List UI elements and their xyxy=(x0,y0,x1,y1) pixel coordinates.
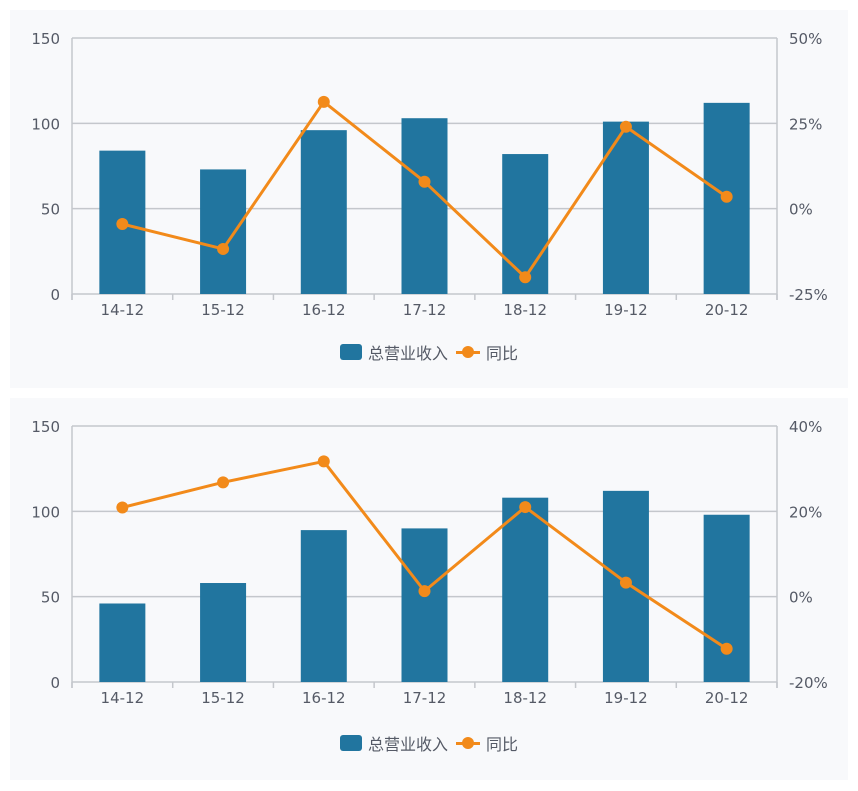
yoy-point[interactable] xyxy=(519,501,532,514)
revenue-bar[interactable] xyxy=(300,130,347,294)
x-tick-label: 18-12 xyxy=(503,301,547,319)
line-marker-icon xyxy=(456,346,480,358)
line-marker-icon xyxy=(456,737,480,749)
yoy-point[interactable] xyxy=(619,120,632,133)
x-tick-label: 15-12 xyxy=(201,301,245,319)
revenue-bar[interactable] xyxy=(703,514,750,682)
x-tick-label: 20-12 xyxy=(705,689,749,707)
y-left-tick-label: 150 xyxy=(31,418,60,436)
chart-1-plot: 0 50 100 150 -25% 0% 25% 50% 14-12 15-12 16-12 17-1… xyxy=(31,30,828,319)
yoy-point[interactable] xyxy=(217,242,230,255)
yoy-point[interactable] xyxy=(418,175,431,188)
y-left-tick-label: 150 xyxy=(31,30,60,48)
revenue-bar[interactable] xyxy=(602,121,649,294)
y-right-tick-label: 25% xyxy=(789,115,822,133)
chart-card-2: 0 50 100 150 -20% 0% 20% 40% 14-12 15-12 16-12 17-1… xyxy=(10,398,848,780)
legend-label-revenue: 总营业收入 xyxy=(367,344,448,363)
x-tick-label: 17-12 xyxy=(403,301,447,319)
legend-label-revenue: 总营业收入 xyxy=(367,735,448,754)
y-right-tick-label: 20% xyxy=(789,503,822,521)
legend-item-revenue[interactable]: 总营业收入 xyxy=(339,731,448,755)
x-tick-label: 19-12 xyxy=(604,689,648,707)
revenue-bar[interactable] xyxy=(502,497,549,682)
x-tick-label: 16-12 xyxy=(302,301,346,319)
y-left-tick-label: 0 xyxy=(50,674,60,692)
yoy-point[interactable] xyxy=(116,218,129,231)
y-right-tick-label: 40% xyxy=(789,418,822,436)
yoy-point[interactable] xyxy=(217,476,230,489)
chart-2-legend: 总营业收入 同比 xyxy=(10,731,848,755)
yoy-point[interactable] xyxy=(720,642,733,655)
y-left-tick-label: 50 xyxy=(41,589,60,607)
chart-1-legend: 总营业收入 同比 xyxy=(10,340,848,364)
y-right-tick-label: -25% xyxy=(789,286,828,304)
legend-label-yoy: 同比 xyxy=(486,344,519,363)
y-right-tick-label: 0% xyxy=(789,201,813,219)
yoy-point[interactable] xyxy=(720,190,733,203)
x-tick-label: 17-12 xyxy=(403,689,447,707)
chart-2-plot: 0 50 100 150 -20% 0% 20% 40% 14-12 15-12 16-12 17-1… xyxy=(31,418,828,707)
y-right-tick-label: -20% xyxy=(789,674,828,692)
x-tick-label: 18-12 xyxy=(503,689,547,707)
x-tick-label: 14-12 xyxy=(101,301,145,319)
y-right-tick-label: 0% xyxy=(789,589,813,607)
bar-swatch-icon xyxy=(339,344,362,360)
legend-label-yoy: 同比 xyxy=(486,735,519,754)
yoy-point[interactable] xyxy=(619,576,632,589)
x-tick-label: 19-12 xyxy=(604,301,648,319)
legend-item-yoy[interactable]: 同比 xyxy=(456,340,518,364)
revenue-bar[interactable] xyxy=(99,603,146,682)
bar-swatch-icon xyxy=(339,735,362,751)
yoy-point[interactable] xyxy=(116,501,129,514)
y-left-tick-label: 100 xyxy=(31,115,60,133)
legend-item-yoy[interactable]: 同比 xyxy=(456,731,518,755)
yoy-point[interactable] xyxy=(317,455,330,468)
x-tick-label: 20-12 xyxy=(705,301,749,319)
revenue-bar[interactable] xyxy=(300,530,347,682)
y-left-tick-label: 50 xyxy=(41,201,60,219)
yoy-point[interactable] xyxy=(519,271,532,284)
x-tick-label: 15-12 xyxy=(201,689,245,707)
legend-item-revenue[interactable]: 总营业收入 xyxy=(339,340,448,364)
x-tick-label: 16-12 xyxy=(302,689,346,707)
chart-card-1: 0 50 100 150 -25% 0% 25% 50% 14-12 15-12 16-12 17-1… xyxy=(10,10,848,388)
revenue-bar[interactable] xyxy=(200,169,247,294)
revenue-bar[interactable] xyxy=(401,528,448,682)
x-tick-label: 14-12 xyxy=(101,689,145,707)
yoy-point[interactable] xyxy=(418,585,431,598)
y-left-tick-label: 100 xyxy=(31,503,60,521)
y-left-tick-label: 0 xyxy=(50,286,60,304)
revenue-bar[interactable] xyxy=(401,118,448,294)
revenue-bar[interactable] xyxy=(502,154,549,294)
y-right-tick-label: 50% xyxy=(789,30,822,48)
yoy-point[interactable] xyxy=(317,95,330,108)
revenue-bar[interactable] xyxy=(200,583,247,682)
